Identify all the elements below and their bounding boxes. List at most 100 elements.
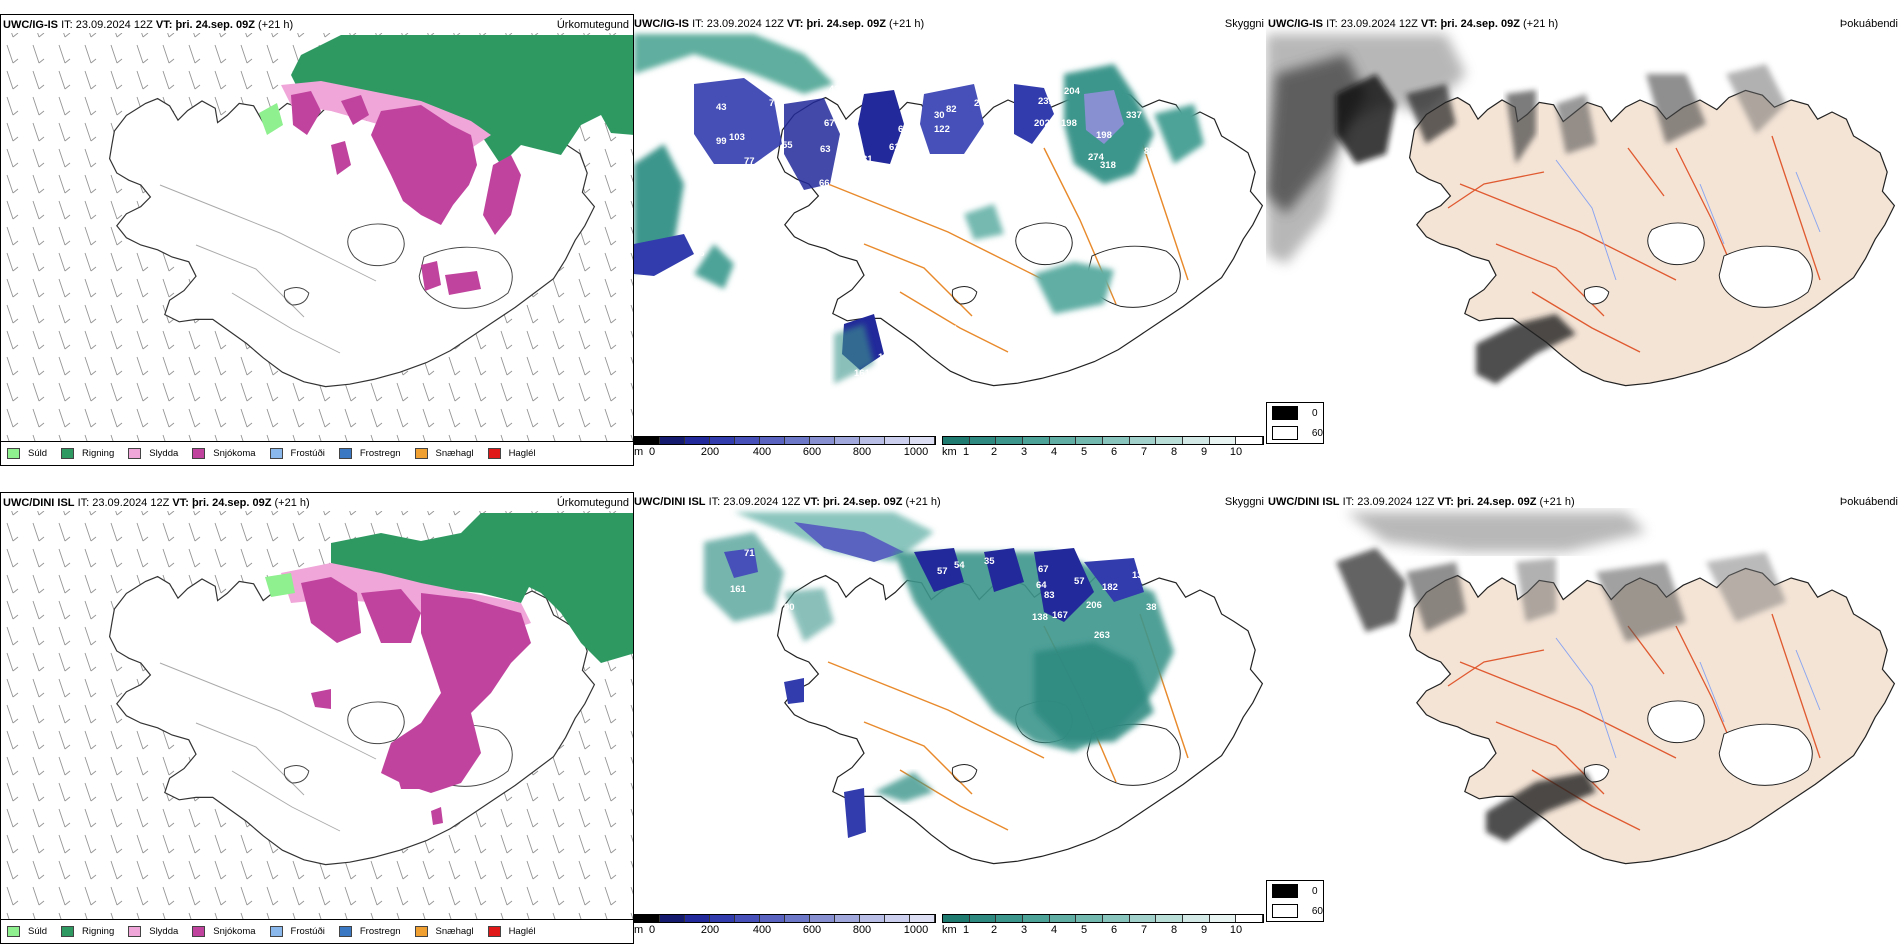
cloud-base-value: 122 (934, 124, 950, 135)
scale-swatch (835, 437, 860, 444)
fog-title: Þokuábendi (1839, 18, 1898, 30)
cloud-base-scale: 0 200 400 600 800 1000 (634, 914, 936, 936)
scale-swatch (1023, 915, 1050, 922)
fog-panel-row2: UWC/DINI ISL IT: 23.09.2024 12Z VT: þri.… (1266, 492, 1900, 944)
cloud-base-value: 57 (937, 566, 948, 577)
cloud-base-value: 61 (889, 142, 900, 153)
scale-swatch (685, 915, 710, 922)
cloud-base-value: 161 (730, 584, 747, 595)
fog-map (1336, 512, 1896, 865)
visibility-unit: km (942, 446, 957, 458)
visibility-unit: km (942, 924, 957, 936)
visibility-scale: 1 2 3 4 5 6 7 8 9 10 (942, 914, 1264, 936)
scale-swatch (943, 437, 970, 444)
scale-swatch (1156, 437, 1184, 444)
scale-swatch (1049, 915, 1077, 922)
legend-item-sudl: Súld (7, 926, 47, 937)
precip-legend: Súld Rigning Slydda Snjókoma Frostúði Fr… (1, 919, 633, 943)
scale-swatch (1103, 437, 1130, 444)
legend-item-haglel: Haglél (487, 448, 536, 459)
cloud-base-value: 55 (782, 140, 793, 151)
cloud-base-value: 8 (936, 176, 941, 187)
cloud-base-value: 182 (1102, 582, 1118, 593)
legend-item-rigning: Rigning (61, 926, 114, 937)
cloud-base-value: 138 (1032, 612, 1048, 623)
scale-swatch (735, 437, 760, 444)
fog-legend: 0 60 (1266, 402, 1324, 444)
scale-swatch (760, 915, 785, 922)
scale-swatch (1183, 915, 1210, 922)
rain-area (291, 35, 633, 165)
cloud-base-value: 88 (1144, 146, 1155, 157)
cloud-base-value: 66 (819, 178, 830, 189)
cloud-base-value: 274 (1088, 152, 1105, 163)
legend-item-snaehagl: Snæhagl (414, 448, 474, 459)
legend-item-slydda: Slydda (128, 448, 178, 459)
fog-panel-row1: UWC/IG-IS IT: 23.09.2024 12Z VT: þri. 24… (1266, 14, 1900, 466)
legend-item-snaehagl: Snæhagl (414, 926, 474, 937)
cloud-base-value: 83 (814, 690, 825, 701)
cloud-base-value: 206 (1086, 600, 1102, 611)
scale-swatch (969, 437, 997, 444)
scale-swatch (885, 437, 910, 444)
cloud-base-value: 140 (854, 846, 870, 857)
cloud-base-value: 198 (1096, 130, 1112, 141)
scale-swatch (710, 437, 735, 444)
cloud-base-value: 151 (878, 352, 895, 363)
scale-swatch (635, 915, 660, 922)
cloud-base-value: 99 (716, 136, 727, 147)
panel-header: UWC/DINI ISL IT: 23.09.2024 12Z VT: þri.… (1268, 496, 1575, 508)
scale-swatch (910, 437, 935, 444)
cloud-base-value: 54 (954, 560, 965, 571)
panel-header: UWC/IG-IS IT: 23.09.2024 12Z VT: þri. 24… (634, 18, 925, 30)
scale-swatch (910, 915, 935, 922)
fog-legend: 0 60 (1266, 880, 1324, 922)
cloud-base-value: 57 (936, 822, 947, 833)
cloud-base-value: 318 (1100, 160, 1116, 171)
scale-swatch (1209, 437, 1237, 444)
scale-swatch (710, 915, 735, 922)
visibility-title: Skyggni (1224, 18, 1264, 30)
scale-swatch (860, 437, 885, 444)
legend-item-snjokoma: Snjókoma (192, 448, 256, 459)
cloud-base-value: 136 (1028, 150, 1044, 161)
cloud-base-value: 82 (946, 104, 957, 115)
cloud-base-value: 64 (1036, 580, 1047, 591)
scale-swatch (1236, 915, 1264, 922)
legend-item-frostregn: Frostregn (338, 926, 401, 937)
panel-header: UWC/DINI ISL IT: 23.09.2024 12Z VT: þri.… (634, 496, 941, 508)
scale-swatch (810, 915, 835, 922)
cloud-base-value: 16 (694, 248, 705, 259)
cloud-base-value: 67 (824, 118, 835, 129)
scale-swatch (785, 915, 810, 922)
precip-panel-row2: UWC/DINI ISL IT: 23.09.2024 12Z VT: þri.… (0, 492, 634, 944)
fog-legend-item: 60 (1267, 423, 1323, 443)
fog-legend-item: 0 (1267, 403, 1323, 423)
fog-map (1266, 34, 1896, 387)
panel-header: UWC/IG-IS IT: 23.09.2024 12Z VT: þri. 24… (1268, 18, 1559, 30)
cloud-base-value: 67 (1038, 564, 1049, 575)
precip-title: Úrkomutegund (556, 19, 629, 31)
panel-header: UWC/IG-IS IT: 23.09.2024 12Z VT: þri. 24… (3, 19, 294, 31)
cloud-base-value: 67 (921, 166, 932, 177)
cloud-base-value: 438 (829, 84, 845, 95)
scale-swatch (1049, 437, 1077, 444)
scale-swatch (635, 437, 660, 444)
cloud-base-value: 198 (1061, 118, 1077, 129)
cloud-base-value: 77 (744, 156, 755, 167)
cloud-base-value: 47 (946, 324, 957, 335)
cloud-vis-map: 220 71 161 90 57 54 35 67 64 57 182 138 83 206 138 167 2… (704, 512, 1264, 865)
scale-swatch (996, 915, 1024, 922)
cloud-base-value: 83 (1044, 590, 1055, 601)
scale-swatch (760, 437, 785, 444)
scale-swatch (996, 437, 1024, 444)
cloud-base-value: 57 (1074, 576, 1085, 587)
scale-swatch (735, 915, 760, 922)
cloud-base-value: 76 (769, 98, 780, 109)
cloud-base-value: 103 (729, 132, 745, 143)
cloud-base-value: 35 (984, 556, 995, 567)
legend-item-sudl: Súld (7, 448, 47, 459)
scale-swatch (660, 437, 685, 444)
scale-swatch (943, 915, 970, 922)
fog-legend-item: 0 (1267, 881, 1323, 901)
